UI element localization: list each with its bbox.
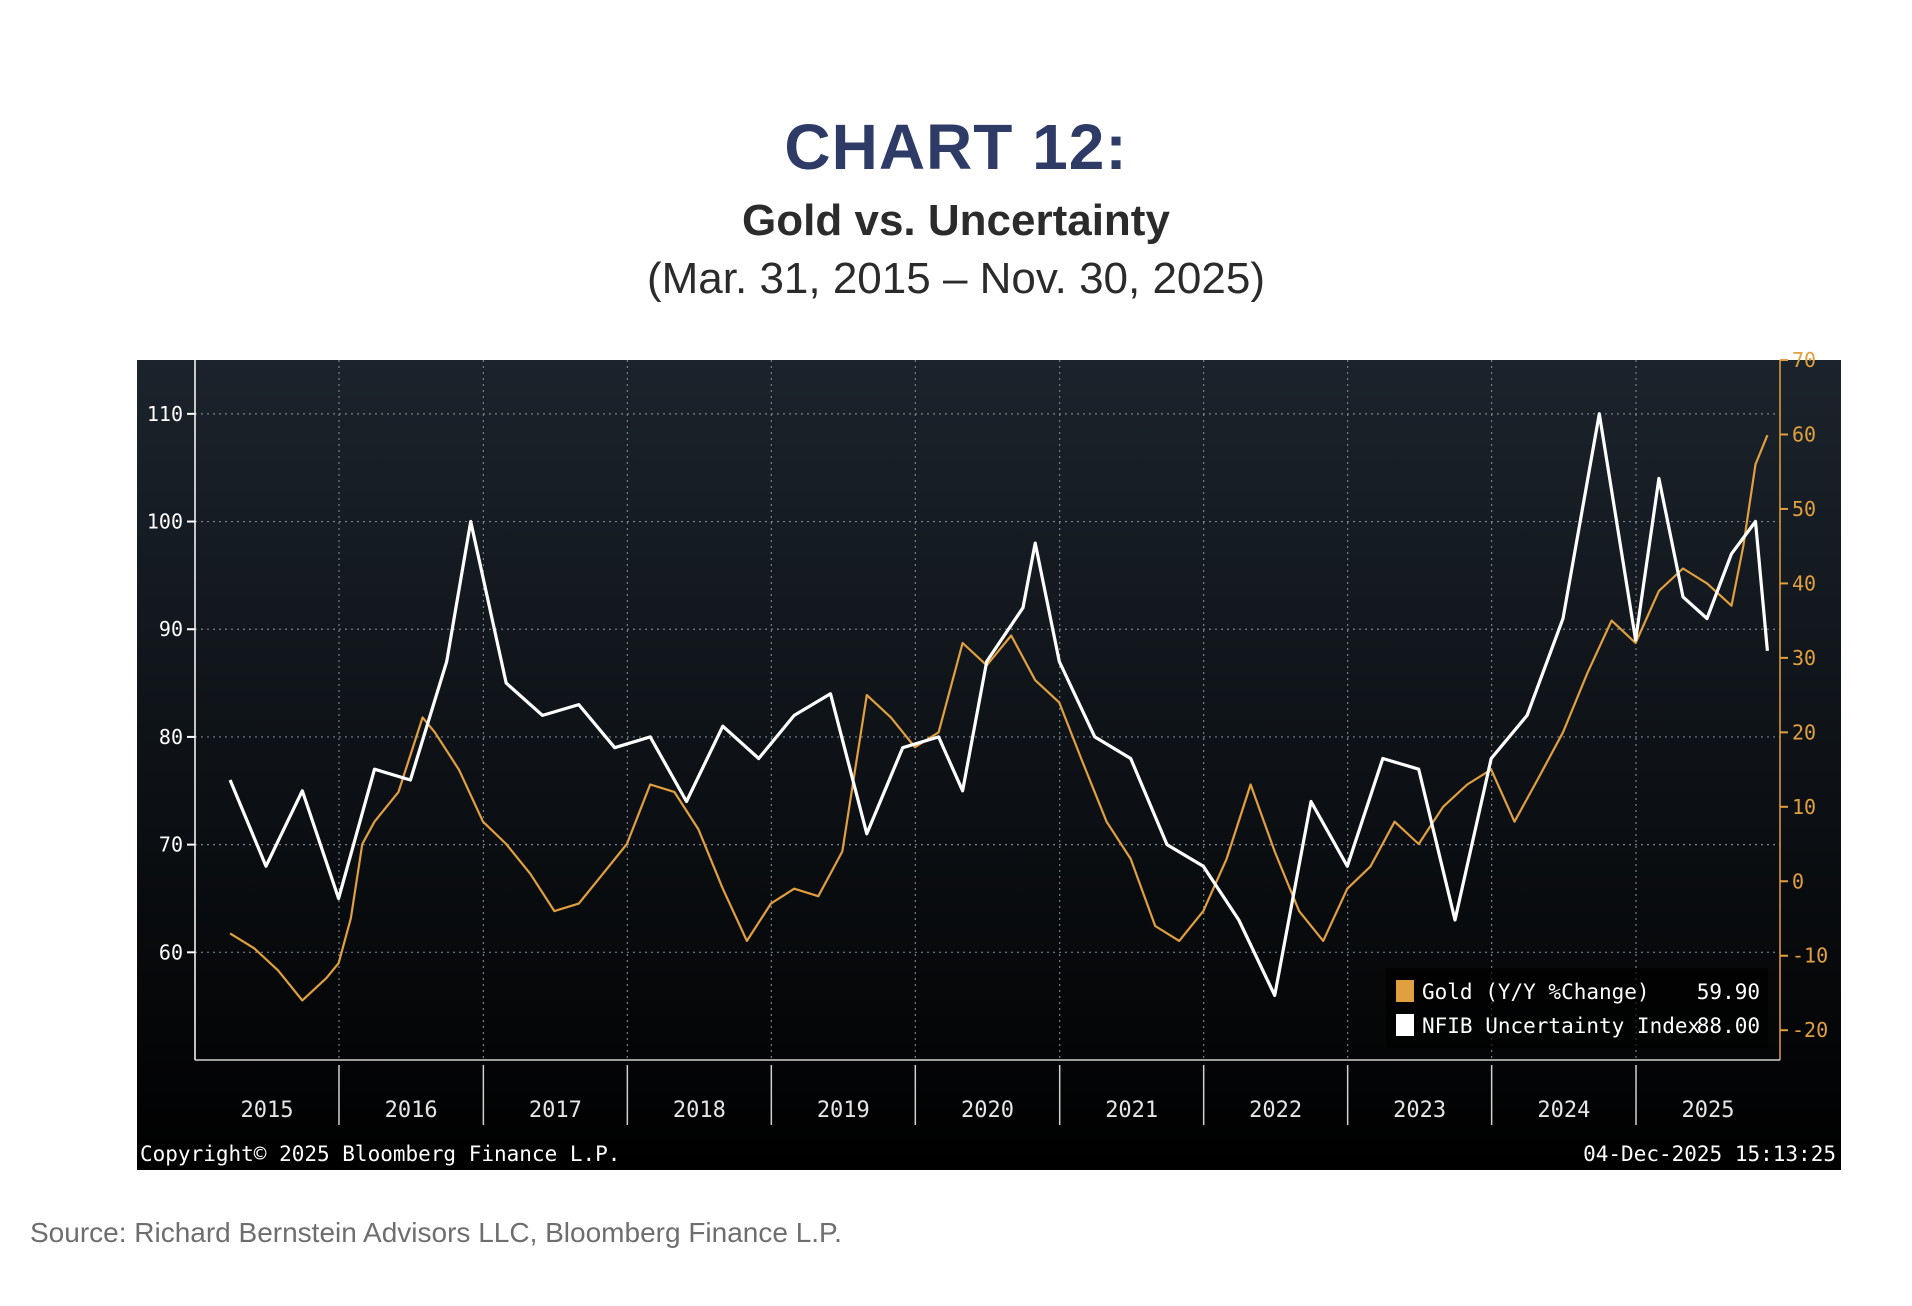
timestamp-text: 04-Dec-2025 15:13:25	[1583, 1142, 1836, 1166]
right-axis-tick-label: -20	[1792, 1018, 1828, 1042]
chart-background	[137, 360, 1841, 1170]
right-axis-tick-label: 70	[1792, 348, 1816, 372]
year-label: 2020	[961, 1098, 1014, 1123]
left-axis-tick-label: 60	[159, 940, 183, 964]
left-axis-tick-label: 70	[159, 833, 183, 857]
series-lines	[228, 412, 1769, 1002]
legend-value-gold: 59.90	[1697, 980, 1760, 1004]
year-label: 2016	[385, 1098, 438, 1123]
legend: Gold (Y/Y %Change) 59.90 NFIB Uncertaint…	[1386, 968, 1768, 1048]
left-axis-tick-label: 100	[147, 510, 183, 534]
copyright-text: Copyright© 2025 Bloomberg Finance L.P.	[140, 1142, 620, 1166]
year-label: 2018	[673, 1098, 726, 1123]
left-axis-tick-label: 90	[159, 617, 183, 641]
year-label: 2023	[1393, 1098, 1446, 1123]
legend-box	[1386, 968, 1768, 1048]
source-note: Source: Richard Bernstein Advisors LLC, …	[30, 1217, 842, 1248]
year-label: 2019	[817, 1098, 870, 1123]
chart-number: CHART 12:	[784, 111, 1128, 183]
chart-period: (Mar. 31, 2015 – Nov. 30, 2025)	[647, 254, 1265, 303]
right-axis-tick-label: 60	[1792, 422, 1816, 446]
chart-title: Gold vs. Uncertainty	[742, 196, 1170, 245]
legend-swatch-gold	[1396, 980, 1414, 1002]
legend-swatch-uncertainty	[1396, 1014, 1414, 1036]
right-axis-tick-label: -10	[1792, 944, 1828, 968]
year-label: 2024	[1537, 1098, 1590, 1123]
left-axis-tick-label: 80	[159, 725, 183, 749]
nfib-uncertainty-line	[228, 412, 1769, 997]
right-axis-tick-label: 30	[1792, 646, 1816, 670]
right-axis-tick-label: 40	[1792, 571, 1816, 595]
year-label: 2025	[1682, 1098, 1735, 1123]
year-label: 2015	[240, 1098, 293, 1123]
legend-label-uncertainty: NFIB Uncertainty Index	[1422, 1014, 1700, 1038]
legend-value-uncertainty: 88.00	[1697, 1014, 1760, 1038]
right-axis-tick-label: 0	[1792, 869, 1804, 893]
legend-label-gold: Gold (Y/Y %Change)	[1422, 980, 1650, 1004]
year-label: 2022	[1249, 1098, 1302, 1123]
left-axis-tick-label: 110	[147, 402, 183, 426]
axes: 2015 2016 2017 2018 2019 2020 2021 2022 2023 2024…	[147, 348, 1828, 1125]
year-label: 2021	[1105, 1098, 1158, 1123]
right-axis-tick-label: 10	[1792, 795, 1816, 819]
grid-lines	[195, 360, 1780, 1060]
year-label: 2017	[529, 1098, 582, 1123]
right-axis-tick-label: 50	[1792, 497, 1816, 521]
right-axis-tick-label: 20	[1792, 720, 1816, 744]
